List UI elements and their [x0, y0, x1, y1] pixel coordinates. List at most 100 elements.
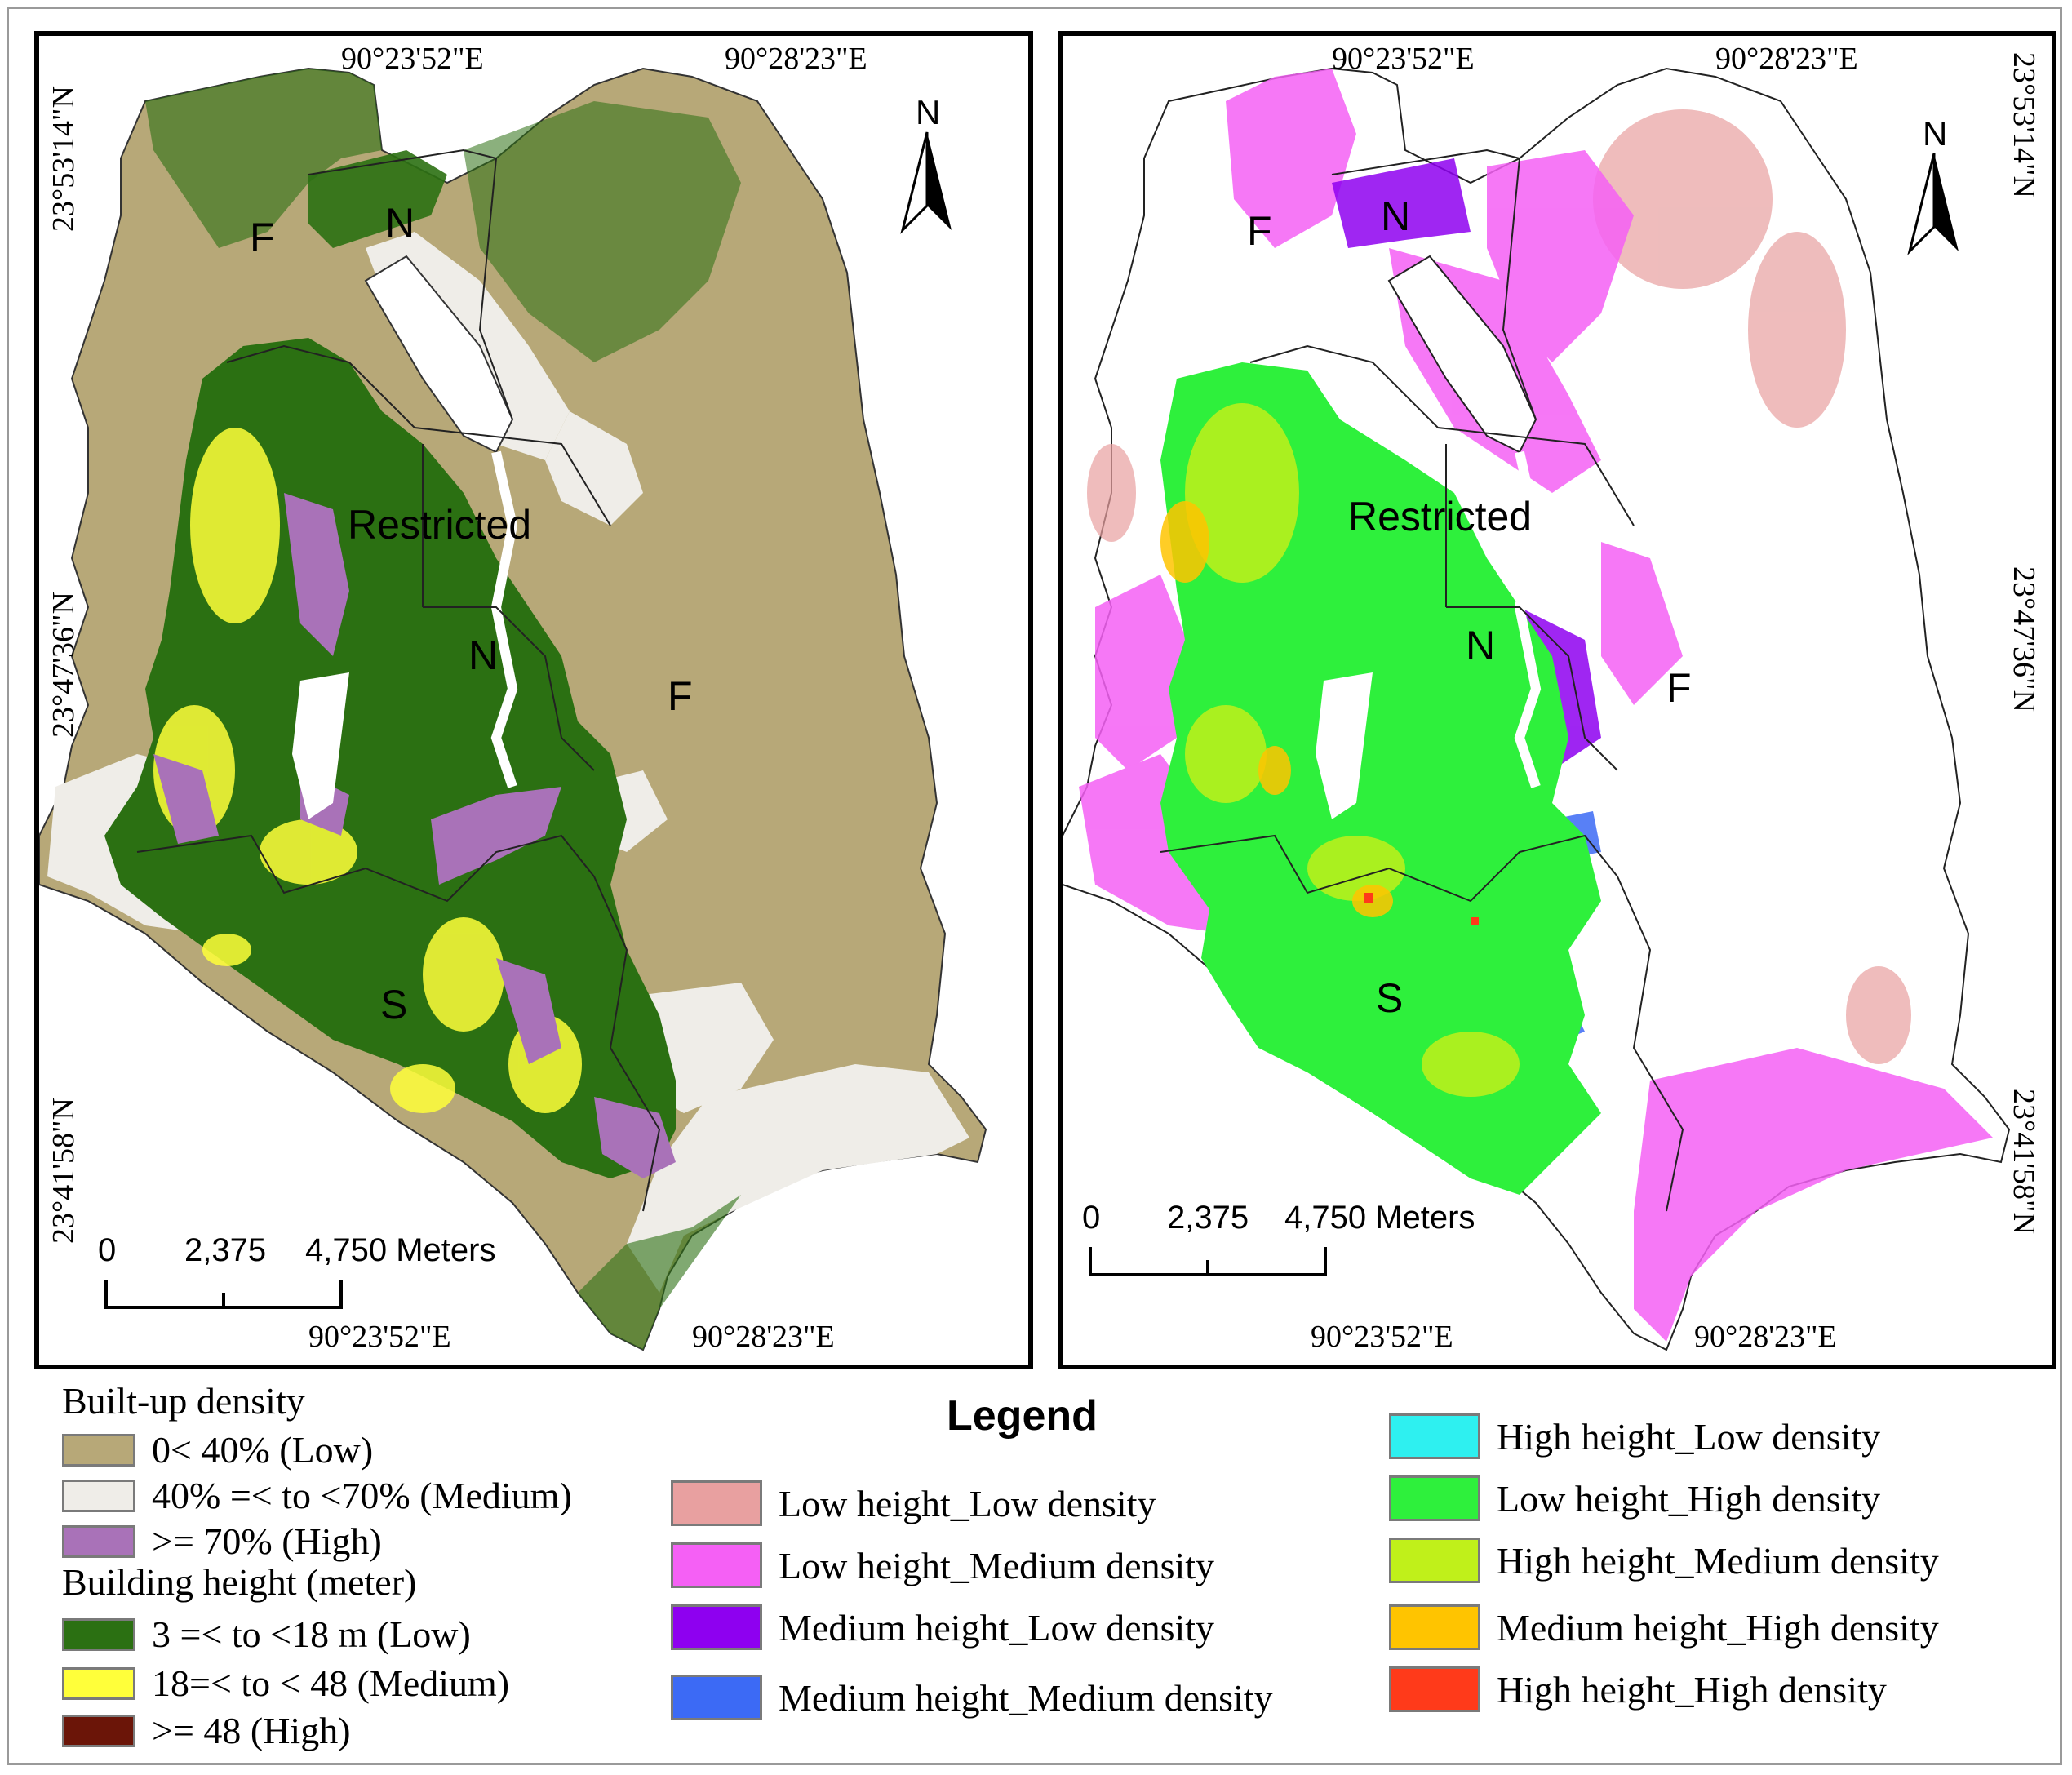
swatch-lh-hd — [1389, 1475, 1480, 1521]
legend-label-mh-md: Medium height_Medium density — [779, 1676, 1273, 1719]
left-scale-2: 4,750 Meters — [305, 1232, 496, 1268]
left-map-high-density-patches — [153, 493, 676, 1178]
swatch-height-high — [62, 1714, 135, 1747]
left-map-canvas — [39, 67, 987, 1351]
swatch-mh-hd — [1389, 1604, 1480, 1650]
swatch-medium-density — [62, 1479, 135, 1512]
left-zone-label-restricted: Restricted — [348, 502, 532, 548]
right-map-canvas — [1063, 67, 2011, 1351]
right-scale-bar — [1089, 1247, 1327, 1276]
left-map-low-height-south — [578, 1195, 741, 1350]
swatch-height-low — [62, 1617, 135, 1651]
right-map-hh-md-patches — [1185, 403, 1520, 1097]
right-zone-label-n1: N — [1381, 193, 1411, 239]
right-map-panel: 90°23'52"E 90°28'23"E 90°23'52"E 90°28'2… — [1058, 31, 2056, 1369]
height-legend-item: 18=< to < 48 (Medium) — [62, 1662, 509, 1705]
combo-legend-item: Low height_Medium density — [671, 1542, 1214, 1588]
left-map-panel: 90°23'52"E 90°28'23"E 90°23'52"E 90°28'2… — [34, 31, 1033, 1369]
legend-label-lh-hd: Low height_High density — [1497, 1477, 1881, 1520]
right-map-river — [1514, 450, 1542, 788]
legend-label-low-density: 0< 40% (Low) — [152, 1429, 374, 1471]
left-map-zone-boundaries — [136, 149, 661, 1212]
legend-label-medium-density: 40% =< to <70% (Medium) — [152, 1475, 572, 1516]
right-top-lon-2: 90°28'23"E — [1715, 42, 1858, 76]
right-zone-label-f1: F — [1247, 208, 1272, 254]
legend-label-lh-ld: Low height_Low density — [779, 1482, 1156, 1524]
left-lat-1: 23°53'14"N — [47, 86, 81, 232]
left-map-low-height-northeast — [464, 101, 741, 362]
left-scale-bar — [104, 1280, 343, 1309]
combo-legend-item: Medium height_High density — [1389, 1604, 1939, 1650]
swatch-hh-ld — [1389, 1413, 1480, 1459]
figure-frame — [7, 7, 2062, 1765]
right-map-restricted-cantonment — [1316, 672, 1373, 819]
combo-legend-item: High height_High density — [1389, 1666, 1887, 1712]
left-map-river — [490, 450, 518, 788]
left-scale-0: 0 — [98, 1232, 117, 1268]
right-scale-1: 2,375 — [1167, 1200, 1249, 1236]
left-top-lon-1: 90°23'52"E — [341, 42, 484, 76]
right-north-label: N — [1923, 114, 1948, 153]
right-scale-2: 4,750 Meters — [1284, 1200, 1475, 1236]
combo-legend-item: Medium height_Low density — [671, 1604, 1214, 1650]
right-top-lon-1: 90°23'52"E — [1332, 42, 1475, 76]
right-zone-label-f2: F — [1666, 665, 1692, 711]
right-lat-2: 23°47'36"N — [2007, 566, 2041, 712]
right-map-zone-boundaries — [1160, 149, 1684, 1212]
legend-label-mh-ld: Medium height_Low density — [779, 1606, 1215, 1649]
legend-label-height-low: 3 =< to <18 m (Low) — [152, 1613, 471, 1655]
right-scale-0: 0 — [1082, 1200, 1101, 1236]
builtup-legend-item: 0< 40% (Low) — [62, 1428, 373, 1471]
legend-label-hh-hd: High height_High density — [1497, 1668, 1887, 1711]
left-map-medium-zone-5 — [627, 1064, 969, 1293]
right-bottom-lon-1: 90°23'52"E — [1311, 1320, 1453, 1354]
swatch-hh-hd — [1389, 1666, 1480, 1712]
left-map-low-height-west — [145, 69, 382, 248]
left-map-restricted-airport — [364, 255, 514, 454]
left-north-label: N — [916, 93, 941, 131]
builtup-legend-item: >= 70% (High) — [62, 1520, 382, 1563]
swatch-hh-md — [1389, 1538, 1480, 1583]
right-map-hh-hd-patches — [1364, 893, 1479, 925]
height-legend-item: 3 =< to <18 m (Low) — [62, 1613, 471, 1656]
legend-label-mh-hd: Medium height_High density — [1497, 1606, 1939, 1649]
left-map-medium-height-patches — [153, 428, 582, 1113]
height-legend-item: >= 48 (High) — [62, 1709, 351, 1752]
legend-label-height-high: >= 48 (High) — [152, 1710, 351, 1751]
left-bottom-lon-1: 90°23'52"E — [308, 1320, 451, 1354]
swatch-high-density — [62, 1524, 135, 1558]
right-map-restricted-airport — [1387, 255, 1537, 454]
legend-title: Legend — [947, 1392, 1098, 1440]
swatch-lh-ld — [671, 1480, 762, 1526]
left-zone-label-n2: N — [468, 632, 499, 678]
swatch-lh-md — [671, 1542, 762, 1588]
combo-legend-item: Medium height_Medium density — [671, 1675, 1273, 1720]
legend-label-hh-md: High height_Medium density — [1497, 1539, 1939, 1582]
right-map-lh-ld-patches — [1087, 109, 1911, 1064]
legend-label-lh-md: Low height_Medium density — [779, 1544, 1215, 1586]
right-zone-label-n2: N — [1466, 623, 1496, 668]
left-lat-3: 23°41'58"N — [47, 1098, 81, 1244]
left-zone-label-f1: F — [250, 215, 275, 260]
right-zone-label-s: S — [1376, 975, 1404, 1021]
left-top-lon-2: 90°28'23"E — [725, 42, 867, 76]
left-lat-2: 23°47'36"N — [47, 592, 81, 738]
right-bottom-lon-2: 90°28'23"E — [1694, 1320, 1837, 1354]
left-bottom-lon-2: 90°28'23"E — [692, 1320, 835, 1354]
left-map-restricted-cantonment — [292, 672, 349, 819]
combo-legend-item: Low height_Low density — [671, 1480, 1156, 1526]
left-scale-1: 2,375 — [184, 1232, 267, 1268]
building-height-heading: Building height (meter) — [62, 1561, 417, 1603]
legend-label-high-density: >= 70% (High) — [152, 1520, 382, 1562]
left-map-medium-zone-2 — [545, 411, 643, 526]
swatch-height-medium — [62, 1666, 135, 1700]
right-north-arrow-icon — [1907, 153, 1959, 255]
right-lat-1: 23°53'14"N — [2007, 52, 2041, 198]
right-lat-3: 23°41'58"N — [2007, 1089, 2041, 1235]
left-map-low-height-north — [308, 150, 447, 248]
builtup-legend-item: 40% =< to <70% (Medium) — [62, 1474, 572, 1517]
legend-label-height-medium: 18=< to < 48 (Medium) — [152, 1662, 510, 1704]
builtup-density-heading: Built-up density — [62, 1380, 305, 1422]
left-north-arrow-icon — [900, 131, 952, 234]
swatch-mh-ld — [671, 1604, 762, 1650]
